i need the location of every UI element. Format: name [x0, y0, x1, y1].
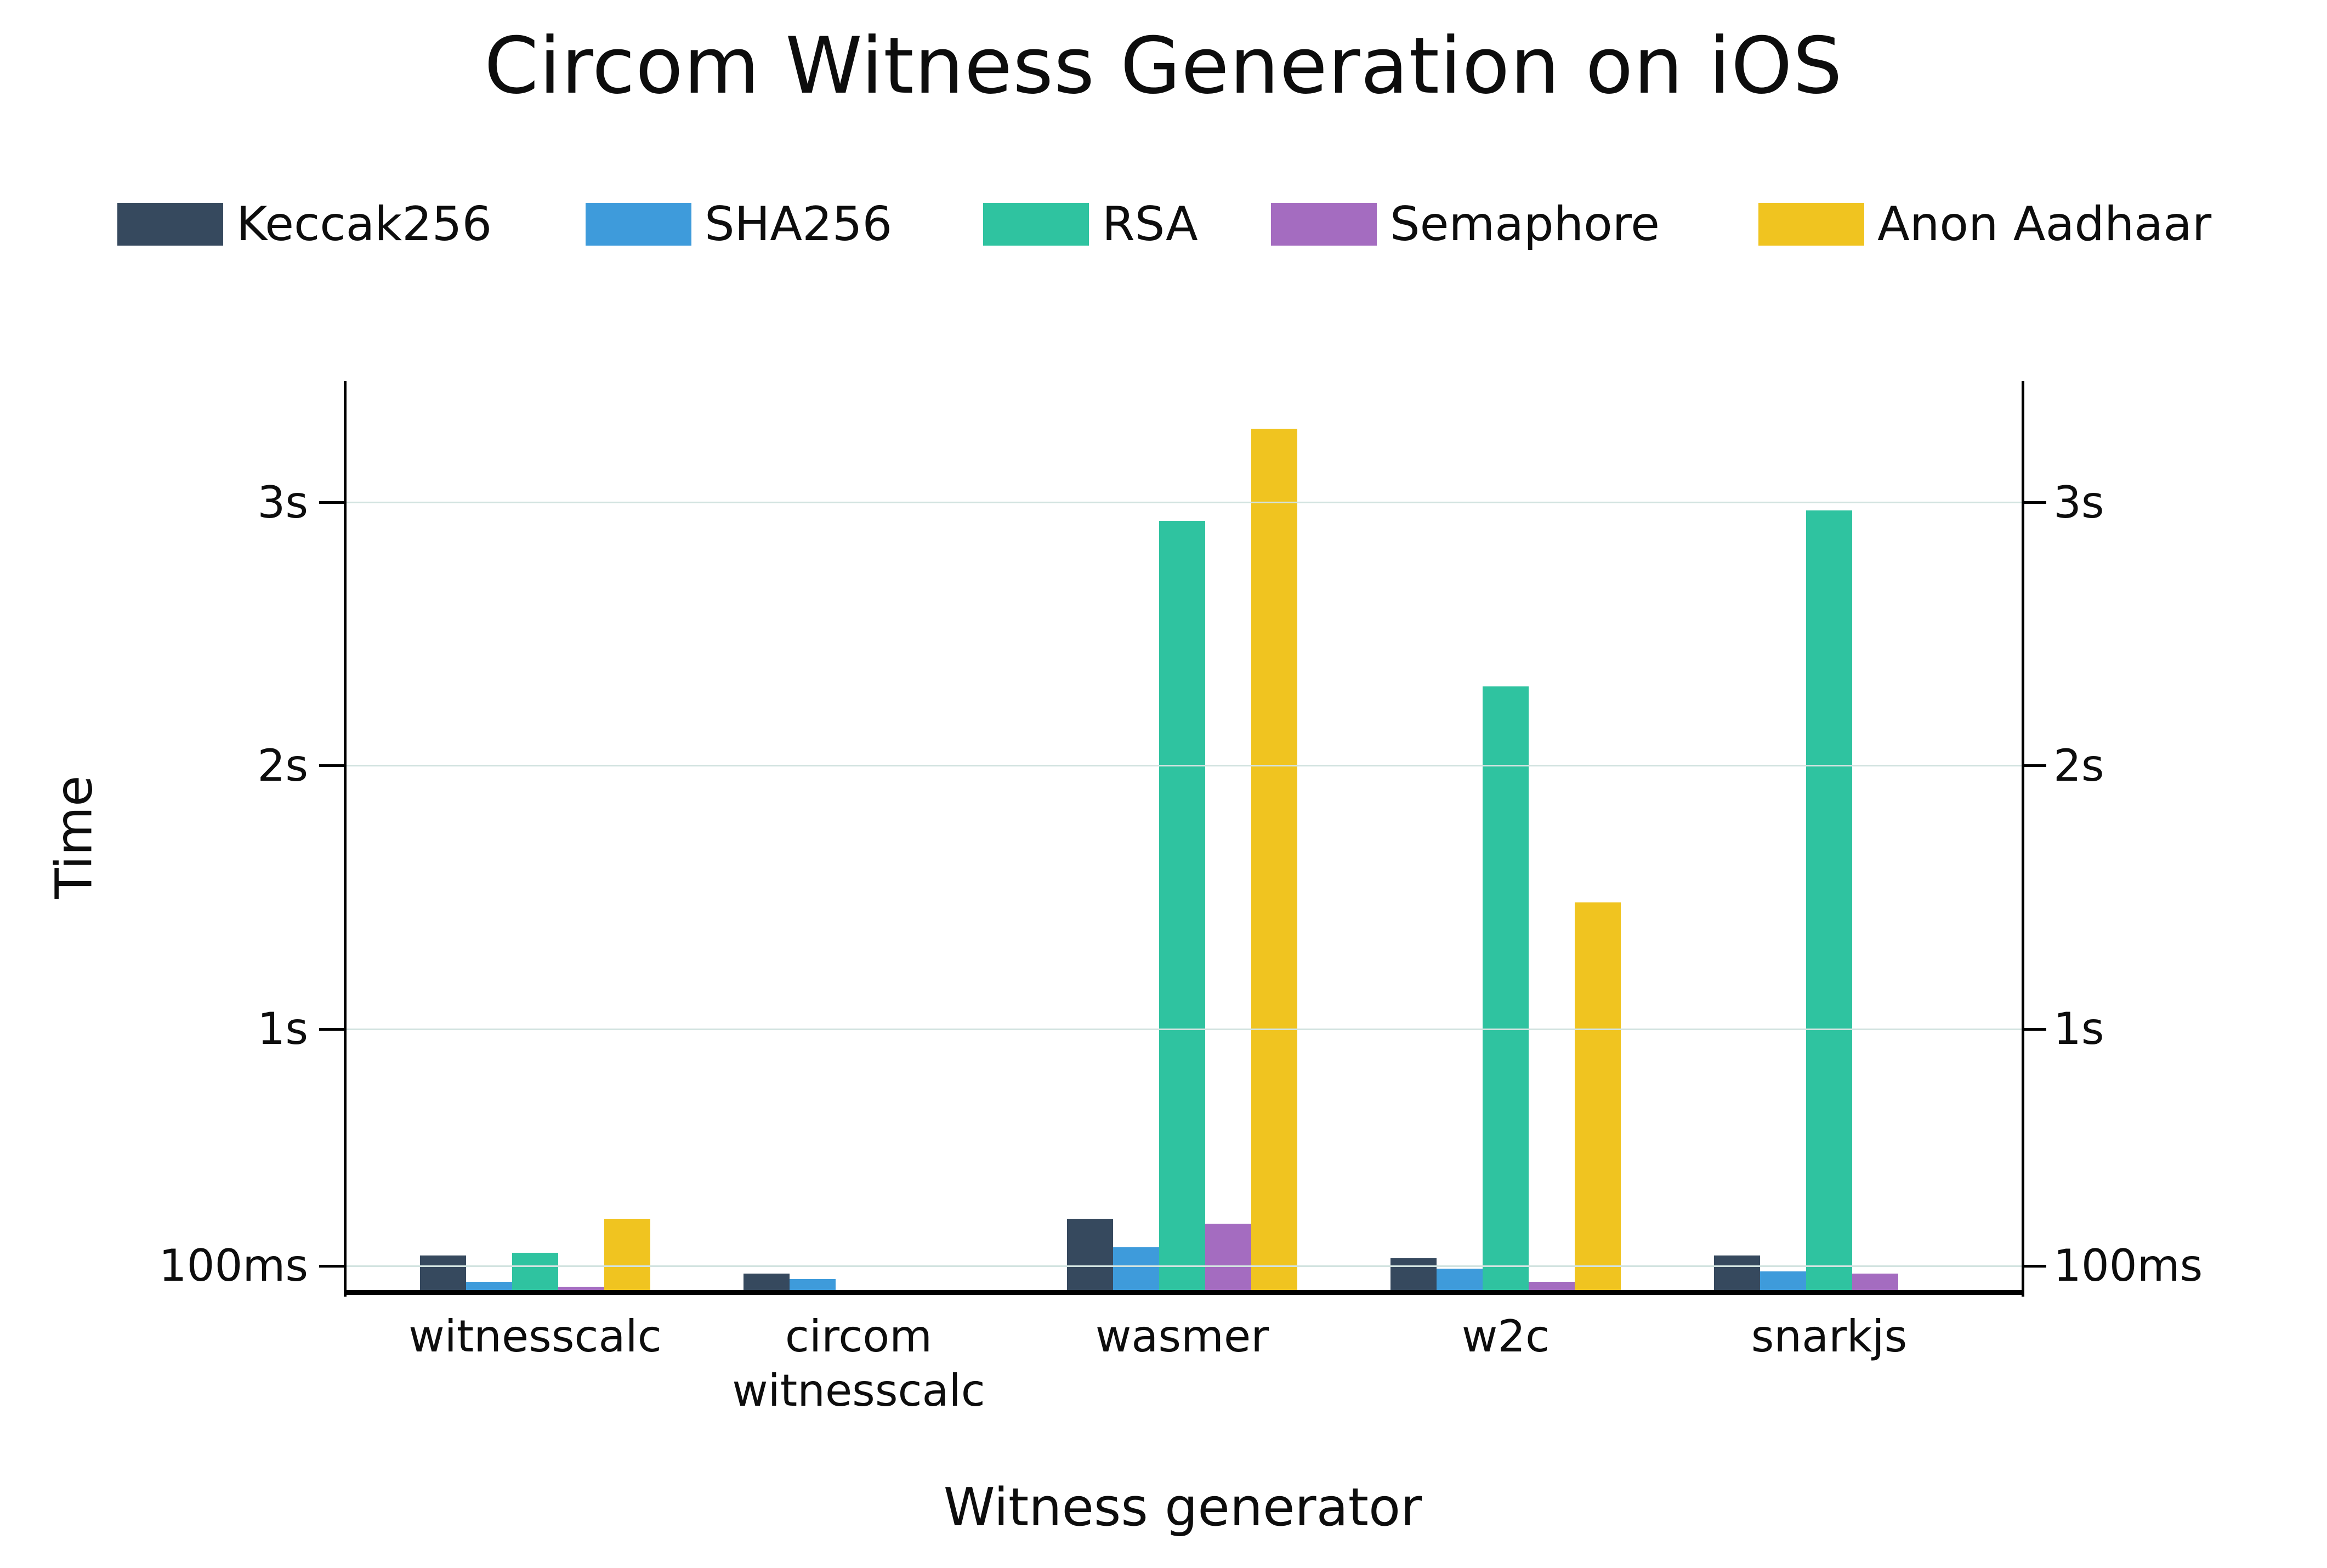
ytick-left-100ms	[319, 1264, 344, 1268]
chart-title: Circom Witness Generation on iOS	[484, 21, 1843, 111]
legend-item-rsa: RSA	[983, 197, 1198, 252]
gridline-1s	[344, 1028, 2022, 1030]
ytick-label-right-2s: 2s	[2053, 740, 2104, 791]
ytick-right-3s	[2022, 501, 2046, 504]
legend-label: RSA	[1102, 197, 1198, 252]
legend-item-anon-aadhaar: Anon Aadhaar	[1758, 197, 2211, 252]
bar-sha256-w2c	[1437, 1268, 1483, 1292]
bar-sha256-witnesscalc	[466, 1281, 512, 1292]
ytick-label-right-100ms: 100ms	[2053, 1240, 2203, 1292]
bar-sha256-snarkjs	[1760, 1271, 1806, 1292]
bar-rsa-w2c	[1483, 686, 1529, 1292]
ytick-label-left-100ms: 100ms	[158, 1240, 308, 1292]
right-spine	[2022, 381, 2024, 1297]
legend-swatch-sha256	[586, 203, 691, 246]
xtick-label-wasmer: wasmer	[1095, 1311, 1269, 1362]
bar-anon-aadhaar-wasmer	[1251, 428, 1297, 1292]
bar-rsa-witnesscalc	[512, 1252, 558, 1292]
xtick-label-witnesscalc: witnesscalc	[408, 1311, 662, 1362]
ytick-right-100ms	[2022, 1264, 2046, 1268]
legend-label: Keccak256	[236, 197, 492, 252]
bar-sha256-wasmer	[1113, 1247, 1159, 1292]
legend: Keccak256 SHA256 RSA Semaphore Anon Aadhaar	[0, 0, 2327, 285]
legend-label: Anon Aadhaar	[1877, 197, 2212, 252]
left-spine	[344, 381, 347, 1297]
x-axis-title: Witness generator	[943, 1478, 1422, 1538]
ytick-label-left-3s: 3s	[257, 476, 308, 528]
legend-item-keccak256: Keccak256	[117, 197, 492, 252]
legend-label: SHA256	[705, 197, 893, 252]
legend-swatch-semaphore	[1271, 203, 1377, 246]
bar-keccak256-witnesscalc	[420, 1255, 466, 1292]
ytick-left-3s	[319, 501, 344, 504]
bar-anon-aadhaar-witnesscalc	[604, 1218, 650, 1292]
ytick-label-left-2s: 2s	[257, 740, 308, 791]
xtick-label-snarkjs: snarkjs	[1751, 1311, 1908, 1362]
bar-anon-aadhaar-w2c	[1575, 902, 1621, 1292]
xtick-label-w2c: w2c	[1461, 1311, 1550, 1362]
gridline-3s	[344, 502, 2022, 504]
bar-keccak256-circom-witnesscalc	[743, 1274, 790, 1292]
ytick-left-1s	[319, 1027, 344, 1031]
bar-sha256-circom-witnesscalc	[790, 1279, 836, 1292]
legend-swatch-anon-aadhaar	[1758, 203, 1864, 246]
xtick-label-circom-witnesscalc: circom witnesscalc	[732, 1311, 985, 1416]
bar-rsa-wasmer	[1159, 520, 1205, 1292]
legend-item-semaphore: Semaphore	[1271, 197, 1660, 252]
bar-semaphore-wasmer	[1205, 1224, 1251, 1292]
legend-label: Semaphore	[1390, 197, 1660, 252]
legend-swatch-keccak256	[117, 203, 223, 246]
ytick-label-left-1s: 1s	[257, 1003, 308, 1055]
gridline-100ms	[344, 1265, 2022, 1267]
legend-swatch-rsa	[983, 203, 1089, 246]
bottom-spine	[344, 1290, 2024, 1295]
gridline-2s	[344, 765, 2022, 767]
bar-keccak256-w2c	[1390, 1258, 1437, 1292]
bar-keccak256-wasmer	[1067, 1218, 1113, 1292]
bar-semaphore-witnesscalc	[558, 1287, 604, 1292]
bar-semaphore-w2c	[1529, 1281, 1575, 1292]
ytick-label-right-3s: 3s	[2053, 476, 2104, 528]
bar-rsa-snarkjs	[1806, 510, 1852, 1292]
ytick-right-2s	[2022, 764, 2046, 768]
bar-keccak256-snarkjs	[1714, 1255, 1760, 1292]
legend-item-sha256: SHA256	[586, 197, 892, 252]
bar-semaphore-snarkjs	[1852, 1274, 1898, 1292]
ytick-right-1s	[2022, 1027, 2046, 1031]
ytick-left-2s	[319, 764, 344, 768]
ytick-label-right-1s: 1s	[2053, 1003, 2104, 1055]
